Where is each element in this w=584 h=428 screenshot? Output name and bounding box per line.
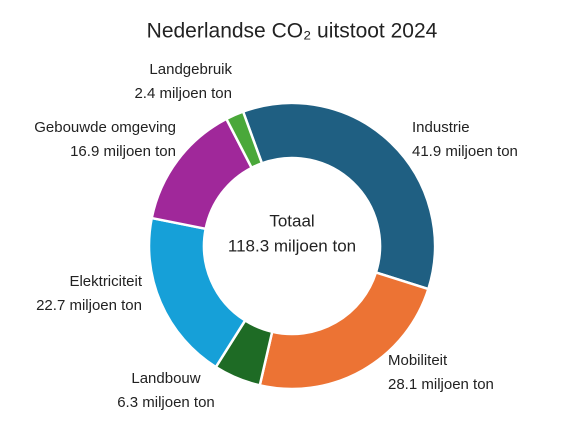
segment-label: Landgebruik (149, 61, 232, 78)
segment-label: Elektriciteit (69, 273, 142, 290)
value-label: 22.7 miljoen ton (36, 297, 142, 314)
value-label: 41.9 miljoen ton (412, 143, 518, 160)
center-total: 118.3 miljoen ton (228, 236, 356, 255)
value-label: 2.4 miljoen ton (134, 85, 232, 102)
chart-title: Nederlandse CO₂ uitstoot 2024 (147, 20, 438, 43)
value-label: 16.9 miljoen ton (70, 143, 176, 160)
donut-segment (224, 110, 264, 170)
segment-label: Industrie (412, 119, 470, 136)
segment-label: Landbouw (131, 370, 200, 387)
value-label: 6.3 miljoen ton (117, 394, 215, 411)
donut-segment (241, 101, 437, 291)
segment-label: Mobiliteit (388, 352, 448, 369)
segment-label: Gebouwde omgeving (34, 119, 176, 136)
center-label: Totaal (269, 211, 314, 230)
donut-segment (258, 270, 430, 391)
value-label: 28.1 miljoen ton (388, 376, 494, 393)
